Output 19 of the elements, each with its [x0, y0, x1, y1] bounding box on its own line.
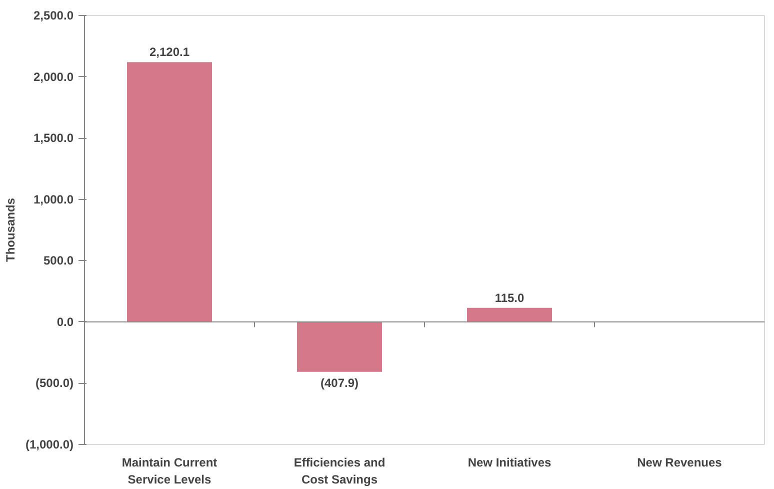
- bar: [297, 322, 382, 372]
- y-tick-label: 500.0: [43, 254, 74, 268]
- x-tick-label: New Revenues: [637, 456, 722, 470]
- y-axis-title: Thousands: [3, 198, 18, 262]
- y-tick-label: 1,500.0: [33, 131, 74, 146]
- y-tick-label: 1,000.0: [33, 192, 74, 206]
- bar: [127, 62, 212, 322]
- y-tick-label: (500.0): [35, 376, 74, 390]
- x-tick-label: Efficiencies and Cost Savings: [294, 456, 386, 486]
- data-label: (407.9): [320, 376, 359, 390]
- y-tick-label: 2,500.0: [33, 8, 74, 22]
- bar: [467, 308, 552, 322]
- y-tick-label: 2,000.0: [33, 70, 74, 84]
- data-label: 115.0: [494, 290, 525, 305]
- y-tick-label: (1,000.0): [25, 438, 74, 452]
- x-tick-label: Maintain Current Service Levels: [122, 456, 218, 486]
- x-tick-label: New Initiatives: [468, 456, 552, 470]
- y-tick-label: 0.0: [56, 314, 74, 329]
- data-label: 2,120.1: [149, 45, 190, 60]
